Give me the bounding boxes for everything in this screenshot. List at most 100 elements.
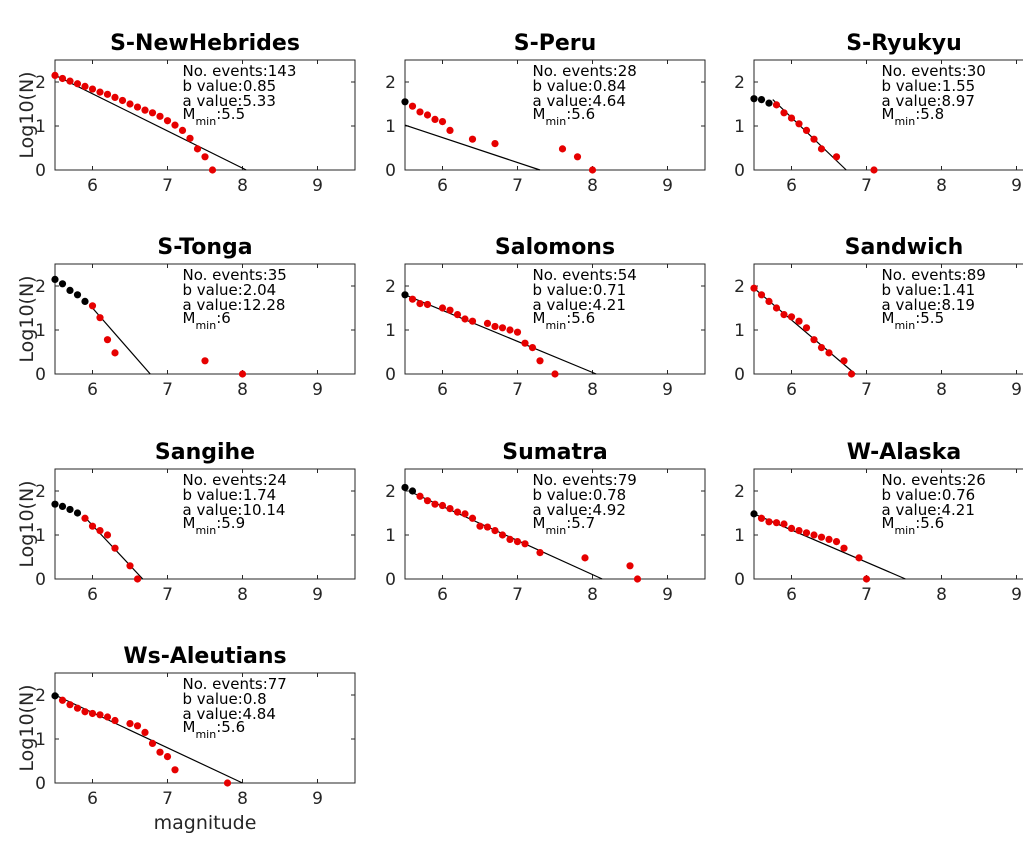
data-point-below-mmin	[51, 692, 59, 700]
x-tick-label: 7	[162, 585, 173, 605]
x-tick-label: 6	[87, 585, 98, 605]
stat-events: No. events:30	[882, 62, 986, 80]
data-point-above-mmin	[832, 153, 841, 161]
y-tick-label: 1	[385, 321, 396, 341]
stat-mmin: Mmin:5.6	[882, 514, 945, 537]
data-point-above-mmin	[787, 524, 796, 533]
stat-mmin: Mmin:5.8	[882, 105, 945, 128]
data-point-above-mmin	[551, 370, 559, 378]
data-point-above-mmin	[103, 336, 112, 344]
data-point-above-mmin	[58, 74, 67, 83]
data-point-above-mmin	[156, 748, 164, 756]
stat-events: No. events:54	[533, 266, 637, 284]
y-tick-label: 0	[385, 161, 396, 181]
data-point-above-mmin	[201, 357, 209, 365]
data-point-above-mmin	[825, 349, 833, 357]
y-tick-label: 2	[35, 686, 46, 706]
x-tick-label: 9	[312, 176, 323, 196]
panel-ws-aleutians: Ws-Aleutians 6 7 8 9 0 1 2 No. events:77b value:…	[35, 644, 356, 809]
panel-title: Sumatra	[502, 440, 608, 465]
data-point-above-mmin	[757, 291, 766, 299]
data-point-above-mmin	[423, 300, 432, 309]
data-point-above-mmin	[58, 696, 67, 704]
x-tick-label: 7	[512, 176, 523, 196]
data-point-above-mmin	[840, 544, 848, 552]
data-point-above-mmin	[73, 704, 82, 712]
stat-b-value: b value:2.04	[183, 281, 277, 299]
x-tick-label: 9	[1011, 585, 1022, 605]
panel-title: W-Alaska	[847, 440, 961, 465]
data-point-above-mmin	[483, 319, 492, 327]
data-point-below-mmin	[51, 500, 59, 508]
data-point-above-mmin	[513, 328, 522, 336]
data-point-above-mmin	[81, 708, 89, 716]
data-point-above-mmin	[573, 153, 582, 161]
data-point-above-mmin	[832, 538, 841, 546]
data-point-above-mmin	[795, 317, 803, 325]
y-axis-label: Log10(N)	[16, 275, 38, 362]
data-point-above-mmin	[201, 153, 209, 161]
x-tick-label: 8	[237, 380, 248, 400]
data-point-above-mmin	[111, 93, 119, 101]
data-point-below-mmin	[51, 275, 59, 283]
data-point-above-mmin	[483, 523, 492, 531]
data-point-above-mmin	[847, 370, 856, 378]
data-point-above-mmin	[446, 505, 454, 513]
y-tick-label: 2	[385, 73, 396, 93]
x-tick-label: 7	[512, 380, 523, 400]
data-point-above-mmin	[431, 115, 439, 123]
data-point-above-mmin	[51, 71, 59, 79]
data-point-above-mmin	[491, 322, 499, 331]
data-point-below-mmin	[401, 483, 409, 492]
data-point-above-mmin	[521, 339, 529, 347]
data-point-above-mmin	[825, 535, 833, 544]
x-tick-label: 9	[662, 176, 673, 196]
stat-b-value: b value:0.76	[882, 486, 976, 504]
data-point-above-mmin	[795, 527, 803, 535]
data-point-above-mmin	[163, 753, 172, 761]
data-point-below-mmin	[73, 509, 82, 517]
x-tick-label: 6	[437, 585, 448, 605]
data-point-below-mmin	[750, 95, 758, 103]
stat-mmin: Mmin:5.5	[183, 105, 246, 128]
data-point-above-mmin	[491, 527, 499, 535]
x-tick-label: 7	[861, 380, 872, 400]
data-point-below-mmin	[58, 502, 67, 510]
x-tick-label: 8	[237, 176, 248, 196]
y-tick-label: 0	[35, 774, 46, 794]
x-tick-label: 8	[237, 585, 248, 605]
data-point-above-mmin	[438, 304, 447, 312]
data-point-above-mmin	[513, 538, 522, 546]
x-tick-label: 8	[936, 585, 947, 605]
data-point-below-mmin	[408, 487, 417, 495]
data-point-above-mmin	[787, 114, 796, 122]
data-point-above-mmin	[156, 112, 164, 120]
data-point-above-mmin	[506, 326, 514, 334]
data-point-above-mmin	[238, 370, 247, 378]
plot-frame	[404, 59, 706, 171]
data-point-above-mmin	[88, 85, 97, 93]
data-point-above-mmin	[498, 531, 507, 539]
data-point-above-mmin	[810, 531, 818, 539]
plot-frame	[404, 468, 706, 580]
panel-w-alaska: W-Alaska 6 7 8 9 0 1 2 No. events:26b value:0.76…	[734, 440, 1023, 605]
stat-a-value: a value:10.14	[183, 501, 286, 519]
stat-events: No. events:143	[183, 62, 297, 80]
stat-b-value: b value:1.55	[882, 77, 976, 95]
data-point-above-mmin	[133, 722, 142, 730]
stat-mmin: Mmin:5.6	[533, 105, 596, 128]
data-point-above-mmin	[787, 313, 796, 321]
y-axis-label: Log10(N)	[16, 71, 38, 158]
data-point-above-mmin	[103, 531, 112, 539]
panel-sangihe: Sangihe 6 7 8 9 0 1 2 No. events:24b value:1.74a…	[35, 440, 356, 605]
data-point-above-mmin	[81, 514, 89, 522]
y-tick-label: 1	[35, 117, 46, 137]
stat-events: No. events:26	[882, 471, 986, 489]
data-point-above-mmin	[141, 106, 149, 114]
stat-mmin: Mmin:5.9	[183, 514, 246, 537]
y-tick-label: 2	[385, 277, 396, 297]
stat-a-value: a value:5.33	[183, 92, 276, 110]
plot-frame	[753, 468, 1023, 580]
panel-sandwich: Sandwich 6 7 8 9 0 1 2 No. events:89b value:1.41…	[734, 235, 1023, 400]
y-tick-label: 1	[734, 526, 745, 546]
